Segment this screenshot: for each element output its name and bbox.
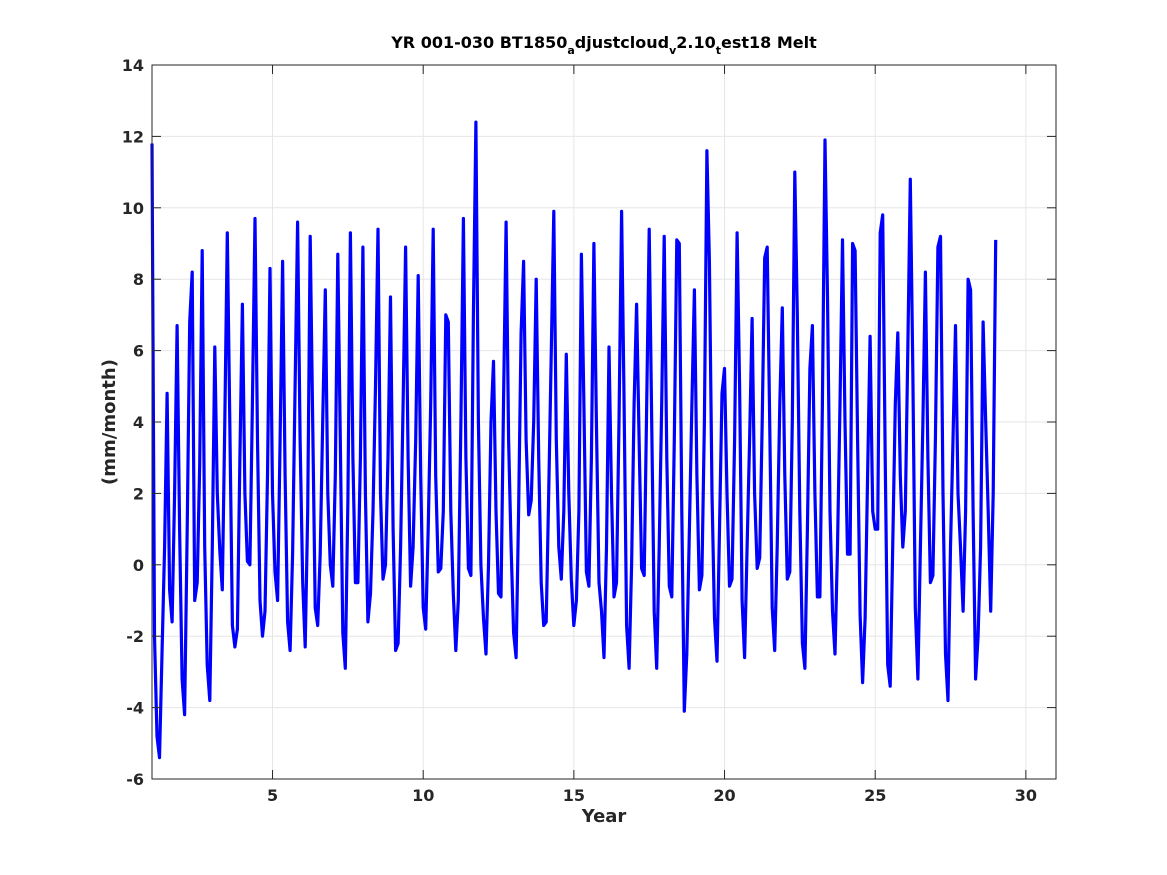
title-subscript: a (567, 44, 574, 57)
x-tick-label: 25 (864, 786, 886, 805)
title-segment: est18 Melt (721, 33, 817, 52)
x-tick-label: 15 (563, 786, 585, 805)
title-subscript: t (716, 44, 721, 57)
title-subscript: v (669, 44, 677, 57)
series-layer (150, 120, 998, 760)
x-tick-label: 10 (412, 786, 434, 805)
y-tick-label: 4 (133, 413, 144, 432)
y-tick-label: -6 (126, 770, 144, 789)
y-tick-label: 14 (122, 56, 144, 75)
title-segment: 2.10 (676, 33, 715, 52)
y-tick-label: 10 (122, 199, 144, 218)
tick-labels: 5 10 15 20 25 30 -6 -4 -2 0 2 4 6 8 10 12 14 (122, 56, 1037, 805)
chart-title: YR 001-030 BT1850adjustcloudv2.10test18 … (390, 33, 817, 57)
x-axis-title: Year (581, 806, 627, 827)
title-segment: YR 001-030 BT1850 (390, 33, 567, 52)
x-tick-label: 20 (713, 786, 735, 805)
y-tick-label: 8 (133, 270, 144, 289)
y-tick-label: 0 (133, 556, 144, 575)
y-tick-label: 6 (133, 342, 144, 361)
axes-box (151, 64, 1057, 780)
y-tick-label: 12 (122, 127, 144, 146)
x-tick-label: 30 (1015, 786, 1037, 805)
melt-series-line (150, 120, 998, 760)
y-tick-label: -2 (126, 627, 144, 646)
axes (151, 64, 1057, 780)
y-tick-label: -4 (126, 699, 144, 718)
y-tick-label: 2 (133, 484, 144, 503)
x-tick-label: 5 (267, 786, 278, 805)
y-axis-title: (mm/month) (99, 359, 120, 485)
title-segment: djustcloud (575, 33, 669, 52)
